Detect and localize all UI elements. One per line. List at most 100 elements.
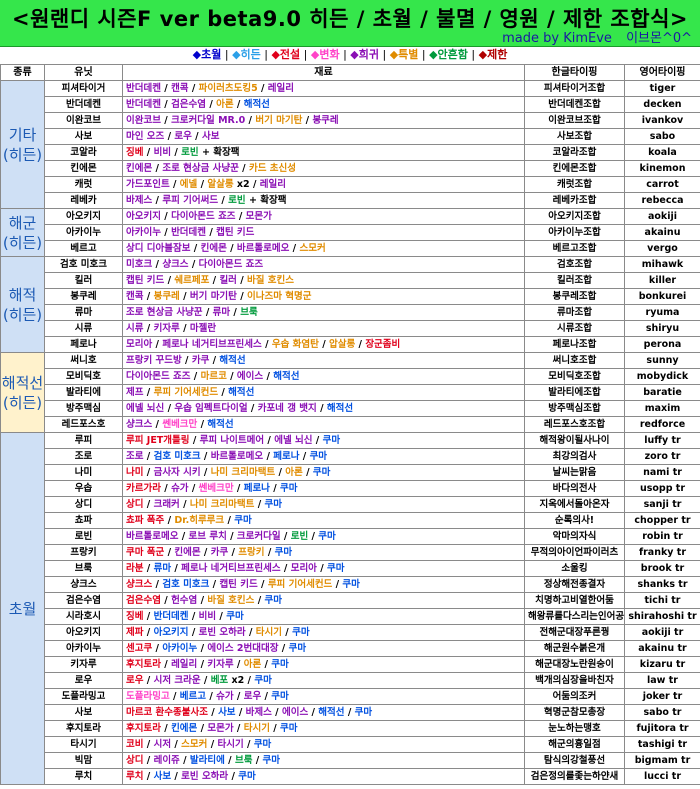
unit-cell: 아카이누 — [44, 224, 123, 241]
material-item: 쿠마 — [234, 514, 252, 526]
material-item: Dr.히루루크 — [174, 514, 225, 526]
korean-typing-cell: 해군의흉일점 — [524, 736, 625, 753]
materials-cell: 검은수염 / 헌수염 / 바질 호킨스 / 쿠마 — [122, 592, 525, 609]
materials-cell: 킨에몬 / 조로 현상금 사냥꾼 / 카드 초신성 — [122, 160, 525, 177]
korean-typing-cell: 날씨는맑음 — [524, 464, 625, 481]
material-item: 로브 루치 — [188, 530, 227, 542]
material-item: 카포네 갱 뱃지 — [257, 402, 317, 414]
material-item: 시저 — [153, 738, 172, 750]
material-item: 캔콕 — [171, 82, 189, 94]
material-item: 로우 — [243, 690, 262, 702]
english-typing-cell: vergo — [624, 240, 700, 257]
material-item: 헌수염 — [171, 594, 198, 606]
english-typing-cell: tichi tr — [624, 592, 700, 609]
materials-cell: 샹크스 / 쎈베크만 / 해적선 — [122, 416, 525, 433]
unit-cell: 브룩 — [44, 560, 123, 577]
legend-item: ◆제한 — [478, 48, 508, 61]
material-item: + 확장팩 — [201, 146, 240, 158]
english-typing-cell: mihawk — [624, 256, 700, 273]
material-item: 쿠마 — [318, 530, 336, 542]
material-item: 류마 — [212, 306, 231, 318]
material-item: 캔콕 — [126, 290, 144, 302]
table-row: 코알라 징베 / 비비 / 로빈 + 확장팩 코알라조합 koala — [1, 144, 700, 161]
material-item: 타시기 — [243, 722, 270, 734]
korean-typing-cell: 백개의심장을바친자 — [524, 672, 625, 689]
english-typing-cell: brook tr — [624, 560, 700, 577]
material-item: 사보 — [201, 130, 220, 142]
material-item: 키자루 — [207, 658, 234, 670]
material-item: 슈가 — [216, 690, 234, 702]
unit-cell: 시류 — [44, 320, 123, 337]
korean-typing-cell: 레베카조합 — [524, 192, 625, 209]
materials-cell: 미호크 / 샹크스 / 다이아몬드 죠즈 — [122, 256, 525, 273]
material-item: 레이쥬 — [153, 754, 180, 766]
materials-cell: 제파 / 아오키지 / 로빈 오하라 / 타시기 / 쿠마 — [122, 624, 525, 641]
material-item: 로빈 오하라 — [181, 770, 229, 782]
material-item: 에넬 뇌신 — [274, 434, 313, 446]
table-row: 킨에몬 킨에몬 / 조로 현상금 사냥꾼 / 카드 초신성 킨에몬조합 kinemon — [1, 160, 700, 177]
table-row: 베르고 상디 디아블잠보 / 킨에몬 / 바르톨로메오 / 스모커 베르고조합 ver… — [1, 240, 700, 257]
material-item: 바질 호킨스 — [247, 274, 295, 286]
unit-cell: 나미 — [44, 464, 123, 481]
korean-typing-cell: 검호조합 — [524, 256, 625, 273]
materials-cell: 샹크스 / 검호 미호크 / 캡틴 키드 / 루피 기어세컨드 / 쿠마 — [122, 576, 525, 593]
korean-typing-cell: 류마조합 — [524, 304, 625, 321]
table-row: 상디 상디 / 크래커 / 나미 크리마택트 / 쿠마 지옥에서돌아온자 sanji … — [1, 496, 700, 513]
english-typing-cell: shirahoshi tr — [624, 608, 700, 625]
material-item: 레일리 — [267, 82, 295, 94]
material-item: 반더데켄 — [126, 98, 161, 110]
korean-typing-cell: 아카이누조합 — [524, 224, 625, 241]
materials-cell: 에넬 뇌신 / 우솝 임펙트다이얼 / 카포네 갱 뱃지 / 해적선 — [122, 400, 525, 417]
materials-cell: 반더데켄 / 캔콕 / 파이러츠도킹5 / 레일리 — [122, 80, 525, 97]
materials-cell: 코비 / 시저 / 스모커 / 타시기 / 쿠마 — [122, 736, 525, 753]
material-item: 에넬 — [179, 178, 198, 190]
material-item: 쉐르페포 — [174, 274, 210, 286]
table-row: 아카이누 센고쿠 / 아카이누 / 에이스 2번대대장 / 쿠마 해군원수붉은개 ak… — [1, 640, 700, 657]
korean-typing-cell: 봉쿠레조합 — [524, 288, 625, 305]
material-item: 라분 — [126, 562, 144, 574]
table-row: 프랑키 쿠마 폭군 / 킨에몬 / 카쿠 / 프랑키 / 쿠마 무적의아이언파이러츠… — [1, 544, 700, 561]
material-item: 아카이누 — [162, 642, 198, 654]
material-item: 다이아몬드 죠즈 — [126, 370, 191, 382]
unit-cell: 아카이누 — [44, 640, 123, 657]
materials-cell: 캔콕 / 봉쿠레 / 버기 마기탄 / 이나즈마 혁명군 — [122, 288, 525, 305]
korean-typing-cell: 정상해전종결자 — [524, 576, 625, 593]
material-item: 킨에몬 — [200, 242, 227, 254]
english-typing-cell: bonkurei — [624, 288, 700, 305]
material-item: 마인 오즈 — [126, 130, 165, 142]
english-typing-cell: kinemon — [624, 160, 700, 177]
unit-cell: 킨에몬 — [44, 160, 123, 177]
english-typing-cell: robin tr — [624, 528, 700, 545]
materials-cell: 마르코 환수종불사조 / 사보 / 바제스 / 에이스 / 해적선 / 쿠마 — [122, 704, 525, 721]
header-unit: 유닛 — [44, 64, 123, 81]
korean-typing-cell: 레드포스호조합 — [524, 416, 625, 433]
material-item: 타시기 — [255, 626, 282, 638]
material-item: 징베 — [126, 146, 144, 158]
unit-cell: 검은수염 — [44, 592, 123, 609]
category-cell: 해군 (히든) — [0, 208, 45, 257]
material-item: 아론 — [243, 658, 262, 670]
unit-cell: 로우 — [44, 672, 123, 689]
unit-cell: 킬러 — [44, 272, 123, 289]
table-row: 키자루 후지토라 / 레일리 / 키자루 / 아론 / 쿠마 해군대장노란원숭이 ki… — [1, 656, 700, 673]
material-item: 스모커 — [181, 738, 208, 750]
unit-cell: 루치 — [44, 768, 123, 785]
material-item: 페로나 네거티브프린세스 — [162, 338, 262, 350]
material-item: 상디 — [126, 754, 144, 766]
material-item: 쿠마 — [271, 658, 289, 670]
table-row: 페로나 모리아 / 페로나 네거티브프린세스 / 우솝 화염탄 / 압살롱 / 장… — [1, 336, 700, 353]
material-item: 카쿠 — [191, 354, 210, 366]
materials-cell: 조로 / 검호 미호크 / 바르톨로메오 / 페로나 / 쿠마 — [122, 448, 525, 465]
legend-item: ◆안흔함 — [429, 48, 468, 61]
material-item: 쎈베크만 — [162, 418, 198, 430]
material-item: 쿠마 폭군 — [126, 546, 165, 558]
materials-cell: 바제스 / 루피 기어써드 / 로빈 + 확장팩 — [122, 192, 525, 209]
unit-cell: 사보 — [44, 128, 123, 145]
english-typing-cell: akainu tr — [624, 640, 700, 657]
table-row: 루치 루치 / 사보 / 로빈 오하라 / 쿠마 검은정의를좇는하얀새 lucci t… — [1, 768, 700, 785]
material-item: x2 — [236, 178, 250, 190]
materials-cell: 마인 오즈 / 로우 / 사보 — [122, 128, 525, 145]
korean-typing-cell: 모비딕호조합 — [524, 368, 625, 385]
author-text: 이브몬^0^ — [626, 31, 692, 46]
korean-typing-cell: 이완코브조합 — [524, 112, 625, 129]
